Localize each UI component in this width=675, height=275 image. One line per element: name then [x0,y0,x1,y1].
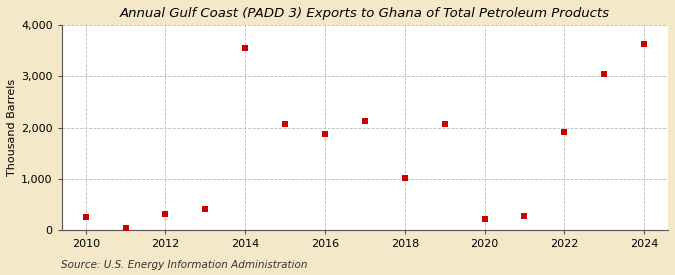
Point [639,42,649,46]
Point [400,176,410,180]
Y-axis label: Thousand Barrels: Thousand Barrels [7,79,17,176]
Point [240,45,250,50]
Text: Source: U.S. Energy Information Administration: Source: U.S. Energy Information Administ… [61,260,307,270]
Point [279,122,290,127]
Title: Annual Gulf Coast (PADD 3) Exports to Ghana of Total Petroleum Products: Annual Gulf Coast (PADD 3) Exports to Gh… [120,7,610,20]
Point [80,215,91,219]
Point [479,216,490,221]
Point [360,119,371,123]
Point [200,207,211,211]
Point [559,130,570,134]
Point [120,226,131,230]
Point [160,211,171,216]
Point [599,72,610,76]
Point [439,122,450,126]
Point [519,213,530,218]
Point [320,132,331,136]
